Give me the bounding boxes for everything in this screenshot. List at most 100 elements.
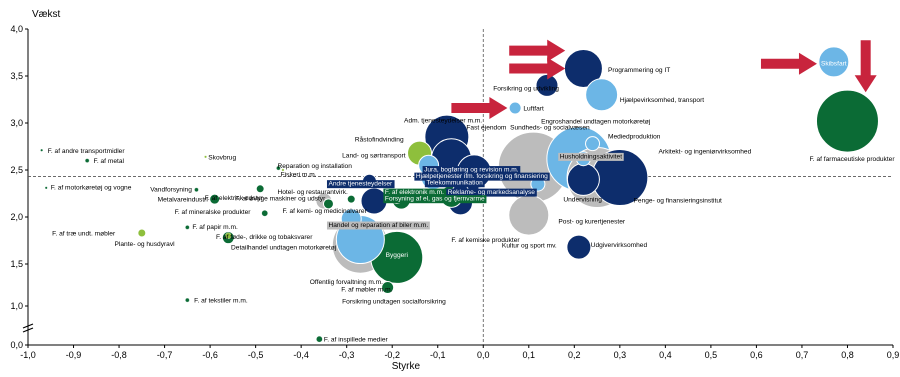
x-tick-label: -1,0 (20, 350, 36, 360)
point-label: F. af kemi- og medicinalvarer (282, 208, 367, 215)
x-tick-label: 0,2 (568, 350, 581, 360)
point-label: Andre tjenesteydelser (328, 181, 393, 188)
point-label-box (326, 180, 395, 189)
x-tick-label: -0,3 (339, 350, 355, 360)
bubble (225, 232, 232, 239)
point-label: F. af motorkøretøj og vogne (51, 184, 132, 191)
point-label: Fast ejendom (466, 124, 506, 131)
point-label-box (558, 152, 624, 161)
point-label: F. af andre transportmidler (48, 148, 126, 155)
point-label-box (414, 172, 550, 181)
point-label: Land- og sørtransport (342, 152, 406, 159)
bubble (585, 136, 601, 152)
point-label: Hjælpetjenester ifm. forsikring og finan… (416, 173, 548, 180)
x-tick-label: -0,1 (430, 350, 446, 360)
point-label: F. af kemiske produkter (451, 237, 520, 244)
point-label: Arkitekt- og ingeniørvirksomhed (659, 149, 752, 156)
x-tick-label: -0,9 (66, 350, 82, 360)
point-label: Forsikring undtagen socialforsikring (342, 298, 446, 305)
point-label-box (383, 195, 487, 204)
bubble (508, 194, 550, 236)
arrow-marker (509, 39, 566, 62)
point-label: Mediedproduktion (608, 134, 661, 141)
point-label: Byggeri (386, 252, 409, 259)
point-label: Forsyning af el, gas og fjernvarme (385, 196, 485, 203)
x-tick-label: 0,7 (796, 350, 809, 360)
y-tick-label: 2,5 (10, 165, 23, 175)
x-tick-label: 0,6 (750, 350, 763, 360)
bubble (194, 187, 199, 192)
point-label-box (422, 166, 521, 175)
point-label: F. af tekstiler m.m. (194, 298, 248, 305)
y-tick-label: 0,0 (10, 340, 23, 350)
x-tick-label: -0,6 (202, 350, 218, 360)
point-label-box (383, 188, 446, 197)
point-label: Sundheds- og socialvæsen (510, 124, 590, 131)
point-label: Telekommunikation (426, 180, 483, 187)
point-label: F. af møbler m.m. (341, 287, 392, 294)
x-tick-label: 0,0 (477, 350, 490, 360)
bubble (185, 225, 190, 230)
point-label: Udgivervirksomhed (591, 242, 648, 249)
point-label: Penge- og finansieringsinstitut (634, 198, 723, 205)
bubble (818, 46, 850, 78)
point-label: F. af metal (94, 158, 125, 165)
bubble (209, 193, 221, 205)
bubble (44, 186, 48, 190)
bubble (316, 335, 323, 343)
point-label: Fiskeri m.m. (281, 171, 317, 178)
point-label: Skovbrug (208, 154, 236, 161)
bubble (204, 155, 207, 159)
point-label: Hotel- og restaurantvirk. (277, 189, 348, 196)
point-label: Programmering og IT (608, 67, 670, 74)
y-tick-label: 1,0 (10, 301, 23, 311)
bubble (281, 168, 285, 172)
bubble (255, 184, 265, 194)
point-label: Adm. tjenesteydelser m.m. (404, 118, 482, 125)
y-tick-label: 1,5 (10, 259, 23, 269)
point-label: Reklame- og markedsanalyse (448, 189, 536, 196)
point-label: Råstofindvinding (355, 135, 404, 143)
y-tick-label: 4,0 (10, 24, 23, 34)
bubble (185, 297, 190, 303)
x-tick-label: 0,4 (659, 350, 672, 360)
point-label: Husholdningsaktivitet (560, 153, 622, 160)
x-tick-label: 0,3 (614, 350, 627, 360)
point-label: Engroshandel undtagen motorkøretøj (541, 119, 651, 126)
bubble (40, 148, 44, 152)
arrow-marker (509, 57, 566, 80)
point-label-box (424, 179, 485, 188)
arrow-marker (451, 96, 508, 119)
bubble (85, 158, 90, 163)
point-label: Undervisning (563, 197, 602, 204)
x-tick-label: -0,4 (293, 350, 309, 360)
x-tick-label: 0,5 (705, 350, 718, 360)
bubble (535, 73, 559, 97)
bubble (276, 165, 281, 171)
point-label: F. af øvrige maskiner og udstyr (235, 196, 326, 203)
point-label: Skibsfart (821, 60, 847, 67)
point-label: Luftfart (523, 105, 544, 112)
bubble (137, 228, 147, 238)
point-label-box (446, 188, 537, 197)
bubble (566, 162, 600, 196)
point-label: F. af farmaceutiske produkter (810, 156, 896, 163)
bubble (261, 210, 268, 217)
x-tick-label: -0,7 (157, 350, 173, 360)
y-axis-title: Vækst (32, 9, 61, 20)
x-tick-label: -0,8 (111, 350, 127, 360)
point-label: F. af føde-, drikke og tobaksvarer (216, 234, 313, 241)
point-label: F. af papir m.m. (192, 224, 238, 231)
point-label: Metalvareindustri (158, 197, 209, 204)
bubble (381, 281, 395, 295)
x-tick-label: -0,5 (248, 350, 264, 360)
y-tick-label: 3,5 (10, 71, 23, 81)
y-tick-label: 2,0 (10, 212, 23, 222)
point-label: F. af elektrisk udstyr (205, 195, 264, 202)
x-tick-label: -0,2 (384, 350, 400, 360)
x-tick-label: 0,9 (887, 350, 900, 360)
point-label: F. af inspillede medier (324, 337, 389, 344)
point-label: Vandforsyning (150, 186, 192, 193)
